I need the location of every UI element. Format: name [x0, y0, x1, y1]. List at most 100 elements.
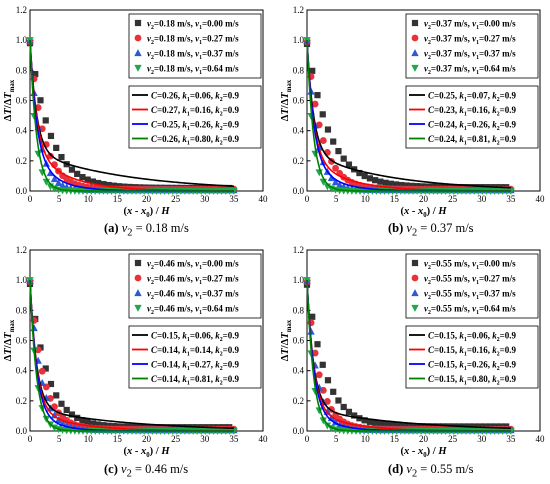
legend-marker [134, 34, 142, 42]
y-tick-label: 0.8 [293, 65, 305, 75]
data-point [330, 138, 337, 145]
legend-fit-label: C=0.27, k1=0.16, k2=0.9 [151, 105, 240, 118]
data-point [38, 367, 46, 375]
legend-fit-label: C=0.25, k1=0.07, k2=0.9 [428, 91, 517, 104]
data-point [340, 155, 347, 162]
data-point [63, 406, 70, 414]
y-tick-label: 0.0 [293, 186, 305, 196]
legend-fit-box [128, 325, 262, 389]
x-tick-label: 10 [361, 194, 371, 204]
data-point [79, 417, 86, 424]
legend-fit-label: C=0.15, k1=0.06, k2=0.9 [428, 331, 517, 344]
data-point [53, 144, 60, 151]
y-tick-label: 1.0 [16, 275, 28, 285]
y-tick-label: 0.4 [293, 366, 305, 376]
data-point [309, 67, 316, 74]
data-point [323, 422, 332, 430]
caption-d: (d) v2 = 0.55 m/s [388, 462, 474, 480]
data-point [327, 174, 336, 182]
legend-marker [411, 304, 419, 312]
legend-series-label: v2=0.37 m/s, v1=0.00 m/s [424, 19, 516, 32]
data-point [47, 380, 55, 388]
x-tick-label: 10 [84, 434, 94, 444]
legend-series-box [128, 13, 262, 79]
data-point [74, 414, 81, 421]
x-tick-label: 25 [448, 194, 458, 204]
legend-series-label: v2=0.55 m/s, v1=0.27 m/s [424, 274, 516, 287]
legend-marker [411, 49, 419, 57]
legend-marker [411, 64, 419, 72]
fit-curve-fit_black [306, 280, 511, 430]
x-tick-label: 40 [259, 434, 269, 444]
y-tick-label: 0.8 [16, 305, 28, 315]
y-tick-label: 0.6 [16, 96, 28, 106]
legend-fit-box [405, 85, 539, 149]
y-tick-label: 0.6 [293, 336, 305, 346]
y-tick-label: 0.0 [16, 426, 28, 436]
x-tick-label: 5 [57, 434, 62, 444]
legend-fit-label: C=0.14, k1=0.27, k2=0.9 [151, 360, 240, 373]
data-point [398, 422, 405, 429]
data-point [393, 181, 400, 188]
legend-fit-label: C=0.25, k1=0.26, k2=0.9 [151, 120, 240, 133]
data-point [356, 169, 363, 177]
x-tick-label: 0 [305, 434, 310, 444]
data-point [311, 100, 319, 108]
data-point [331, 178, 340, 186]
data-point [387, 180, 394, 187]
fit-curve-fit_green [29, 280, 234, 432]
data-point [335, 148, 342, 155]
legend-series-label: v2=0.46 m/s, v1=0.00 m/s [147, 259, 239, 272]
x-tick-label: 30 [200, 194, 210, 204]
legend-marker [134, 289, 142, 297]
caption-a: (a) v2 = 0.18 m/s [104, 221, 189, 239]
data-point [319, 417, 328, 425]
x-tick-label: 0 [28, 434, 33, 444]
caption-c: (c) v2 = 0.46 m/s [104, 462, 189, 480]
x-tick-label: 35 [506, 194, 516, 204]
data-point [372, 419, 379, 427]
fit-curve-fit_green [306, 280, 511, 432]
data-point [47, 132, 55, 140]
x-tick-label: 40 [536, 194, 546, 204]
legend-marker [134, 274, 142, 282]
legend-series-box [128, 253, 262, 319]
legend-series-label: v2=0.55 m/s, v1=0.00 m/s [424, 259, 516, 272]
x-tick-label: 25 [448, 434, 458, 444]
y-tick-label: 0.8 [293, 305, 305, 315]
data-point [53, 392, 60, 399]
legend-marker [134, 19, 142, 27]
y-tick-label: 1.2 [293, 245, 304, 255]
legend-series-label: v2=0.18 m/s, v1=0.37 m/s [147, 49, 239, 62]
data-point [110, 182, 117, 189]
legend-fit-label: C=0.24, k1=0.81, k2=0.9 [428, 134, 517, 147]
data-point [345, 408, 353, 415]
y-tick-label: 0.4 [293, 126, 305, 136]
data-point [38, 125, 46, 133]
fit-curve-fit_black [29, 280, 234, 430]
data-point [387, 421, 394, 429]
data-point [330, 388, 337, 395]
data-point [324, 377, 332, 384]
data-point [50, 411, 59, 419]
y-tick-label: 1.2 [16, 245, 27, 255]
y-tick-label: 0.0 [293, 426, 305, 436]
legend-marker [411, 259, 419, 267]
legend-fit-box [405, 325, 539, 389]
legend-series-label: v2=0.46 m/s, v1=0.37 m/s [147, 289, 239, 302]
x-tick-label: 35 [229, 434, 239, 444]
data-point [507, 187, 515, 195]
data-point [332, 164, 339, 172]
data-point [54, 179, 63, 187]
y-tick-label: 1.0 [293, 275, 305, 285]
x-axis-label: (x - x0) / H [124, 206, 171, 219]
chart-panel-d: 0 5 10 15 20 25 30 35 40 0.0 0.2 0.4 0.6 0.8 1.0 1.2 (x … [280, 245, 545, 459]
legend-series-label: v2=0.46 m/s, v1=0.27 m/s [147, 274, 239, 287]
y-tick-label: 1.2 [293, 5, 304, 15]
y-tick-label: 0.2 [293, 156, 304, 166]
data-point [46, 152, 54, 160]
data-point [105, 181, 112, 189]
legend-fit-label: C=0.23, k1=0.16, k2=0.9 [428, 105, 517, 118]
data-point [37, 97, 44, 104]
data-point [340, 403, 347, 411]
